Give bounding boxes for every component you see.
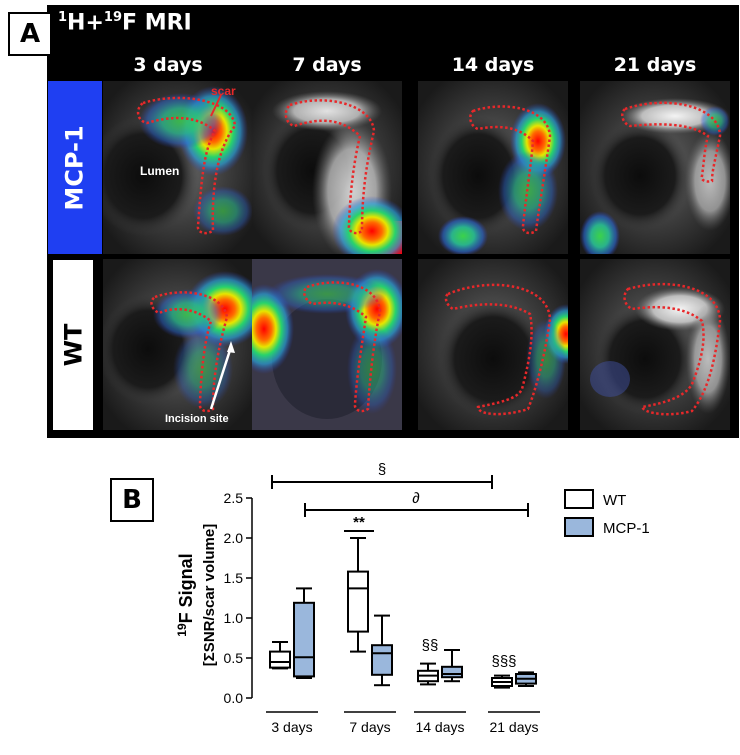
- panel-b-label: B: [110, 478, 154, 522]
- box-plot-chart: 19F Signal [ΣSNR/scar volume] 0.0 0.5 1.0 1…: [175, 461, 650, 735]
- panel-a-label: A: [8, 12, 52, 56]
- mri-image-wt-14-days: [418, 259, 568, 430]
- box-body: [269, 650, 291, 669]
- y-tick-label: 1.0: [224, 610, 244, 626]
- mri-image-mcp1-7-days: [252, 81, 402, 254]
- mri-image-wt-3-days: Incision site: [103, 259, 253, 430]
- legend-swatch-wt: [564, 489, 594, 509]
- y-tick-label: 1.5: [224, 570, 244, 586]
- x-tick-label: 3 days: [271, 719, 312, 735]
- box-mcp-1-0: [293, 587, 315, 679]
- box-wt-0: [269, 641, 291, 670]
- box-body: [441, 665, 463, 679]
- y-axis-sublabel: [ΣSNR/scar volume]: [201, 524, 218, 666]
- box-mcp-1-2: [441, 649, 463, 683]
- column-header-7-days: 7 days: [292, 54, 362, 76]
- mri-image-wt-7-days: [252, 259, 402, 430]
- mri-image-mcp1-14-days: [418, 81, 568, 254]
- scar-annotation: scar: [211, 84, 236, 98]
- mri-image-wt-21-days: [580, 259, 730, 430]
- legend-swatch-mcp-1: [564, 517, 594, 537]
- significance-symbol-mcp1: ∂: [412, 490, 419, 507]
- lumen-annotation: Lumen: [140, 164, 179, 178]
- box-wt-1: [347, 537, 369, 653]
- y-tick-label: 2.5: [224, 490, 244, 506]
- box-wt-3: [491, 674, 513, 689]
- box-body: [371, 644, 393, 676]
- column-header-3-days: 3 days: [133, 54, 203, 76]
- y-tick-label: 0.5: [224, 650, 244, 666]
- x-tick-label: 14 days: [415, 719, 464, 735]
- x-tick-label: 21 days: [489, 719, 538, 735]
- y-tick-label: 2.0: [224, 530, 244, 546]
- box-body: [293, 601, 315, 678]
- row-label-mcp1: MCP-1: [48, 81, 102, 254]
- box-wt-2: [417, 662, 439, 686]
- significance-symbol-wt: §: [378, 461, 386, 478]
- incision-annotation: Incision site: [165, 413, 229, 425]
- mri-title: 1H+19F MRI: [58, 10, 192, 36]
- significance-21-days: §§§: [491, 653, 516, 670]
- mri-image-mcp1-21-days: [580, 81, 730, 254]
- y-axis-label: 19F Signal: [175, 553, 196, 636]
- legend-label-wt: WT: [603, 492, 626, 509]
- row-label-wt: WT: [53, 260, 93, 430]
- legend-label-mcp-1: MCP-1: [603, 520, 650, 537]
- x-tick-label: 7 days: [349, 719, 390, 735]
- pairwise-significance-7-days: **: [353, 514, 365, 531]
- column-header-21-days: 21 days: [613, 54, 697, 76]
- box-mcp-1-1: [371, 614, 393, 687]
- column-header-14-days: 14 days: [451, 54, 535, 76]
- box-mcp-1-3: [515, 671, 537, 687]
- mri-image-mcp1-3-days: scar Lumen: [103, 81, 253, 254]
- box-body: [347, 570, 369, 633]
- significance-14-days: §§: [422, 637, 439, 654]
- y-tick-label: 0.0: [224, 690, 244, 706]
